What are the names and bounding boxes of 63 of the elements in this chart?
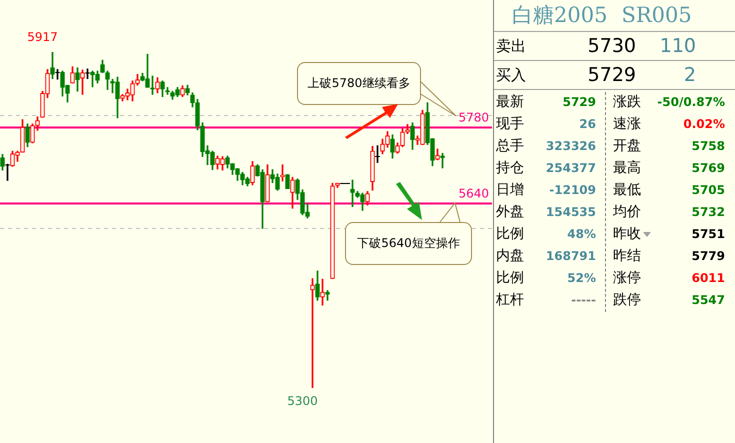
text: 内盘	[495, 247, 525, 265]
text: 昨结	[612, 247, 642, 265]
candlestick	[350, 180, 355, 207]
text: 最新	[495, 93, 525, 111]
text: 0.02%	[682, 117, 725, 131]
text: 5547	[690, 293, 725, 307]
text: 5779	[690, 249, 725, 263]
text: 白糖2005	[512, 3, 608, 27]
text: 5732	[690, 205, 725, 219]
annotation: 下破5640短空操作	[356, 235, 461, 252]
text: 现手	[495, 115, 525, 133]
text: 比例	[495, 269, 525, 287]
text: 昨收	[612, 225, 642, 243]
text: 5729	[562, 95, 596, 109]
text: 5300	[287, 394, 318, 408]
text: 2	[682, 64, 696, 86]
text: 最高	[612, 159, 642, 177]
text: 154535	[544, 205, 596, 219]
text: 48%	[566, 227, 596, 241]
text: 110	[658, 35, 696, 57]
text: 5769	[690, 161, 725, 175]
candlestick	[150, 76, 155, 95]
text: 比例	[495, 225, 525, 243]
text: 涨停	[612, 269, 642, 287]
candlestick	[80, 70, 85, 95]
text: 5729	[586, 64, 636, 86]
text: 跌停	[612, 291, 642, 309]
candlestick	[374, 145, 380, 163]
text: SR005	[621, 3, 692, 27]
candlestick	[55, 69, 60, 80]
text: 买入	[495, 66, 527, 84]
text: 5705	[690, 183, 725, 197]
text: 外盘	[495, 203, 525, 221]
text: 5730	[586, 35, 636, 57]
text: 速涨	[612, 115, 642, 133]
text: 开盘	[612, 137, 642, 155]
text: 6011	[690, 271, 725, 285]
text: -50/0.87%	[656, 95, 725, 109]
text: 254377	[544, 161, 596, 175]
text: 持仓	[495, 159, 525, 177]
text: 5751	[690, 227, 725, 241]
text: 最低	[612, 181, 642, 199]
text: 5758	[690, 139, 725, 153]
text: 5917	[27, 30, 58, 44]
text: -----	[570, 293, 596, 307]
candlestick	[310, 278, 315, 388]
candlestick	[5, 164, 10, 181]
text: 日增	[495, 181, 525, 199]
annotation: 上破5780继续看多	[306, 75, 412, 92]
text: 323326	[544, 139, 596, 153]
text: 总手	[495, 137, 525, 155]
candlestick	[85, 68, 90, 80]
text: 涨跌	[612, 93, 642, 111]
text: 均价	[612, 203, 642, 221]
text: 卖出	[495, 36, 527, 56]
ref-line-label: 5640	[458, 186, 489, 201]
text: 52%	[566, 271, 596, 285]
text: 杠杆	[495, 291, 525, 309]
text: 26	[578, 117, 596, 131]
text: -12109	[548, 183, 596, 197]
candlestick	[320, 278, 325, 306]
text: 168791	[544, 249, 596, 263]
ref-line-label: 5780	[458, 110, 489, 125]
